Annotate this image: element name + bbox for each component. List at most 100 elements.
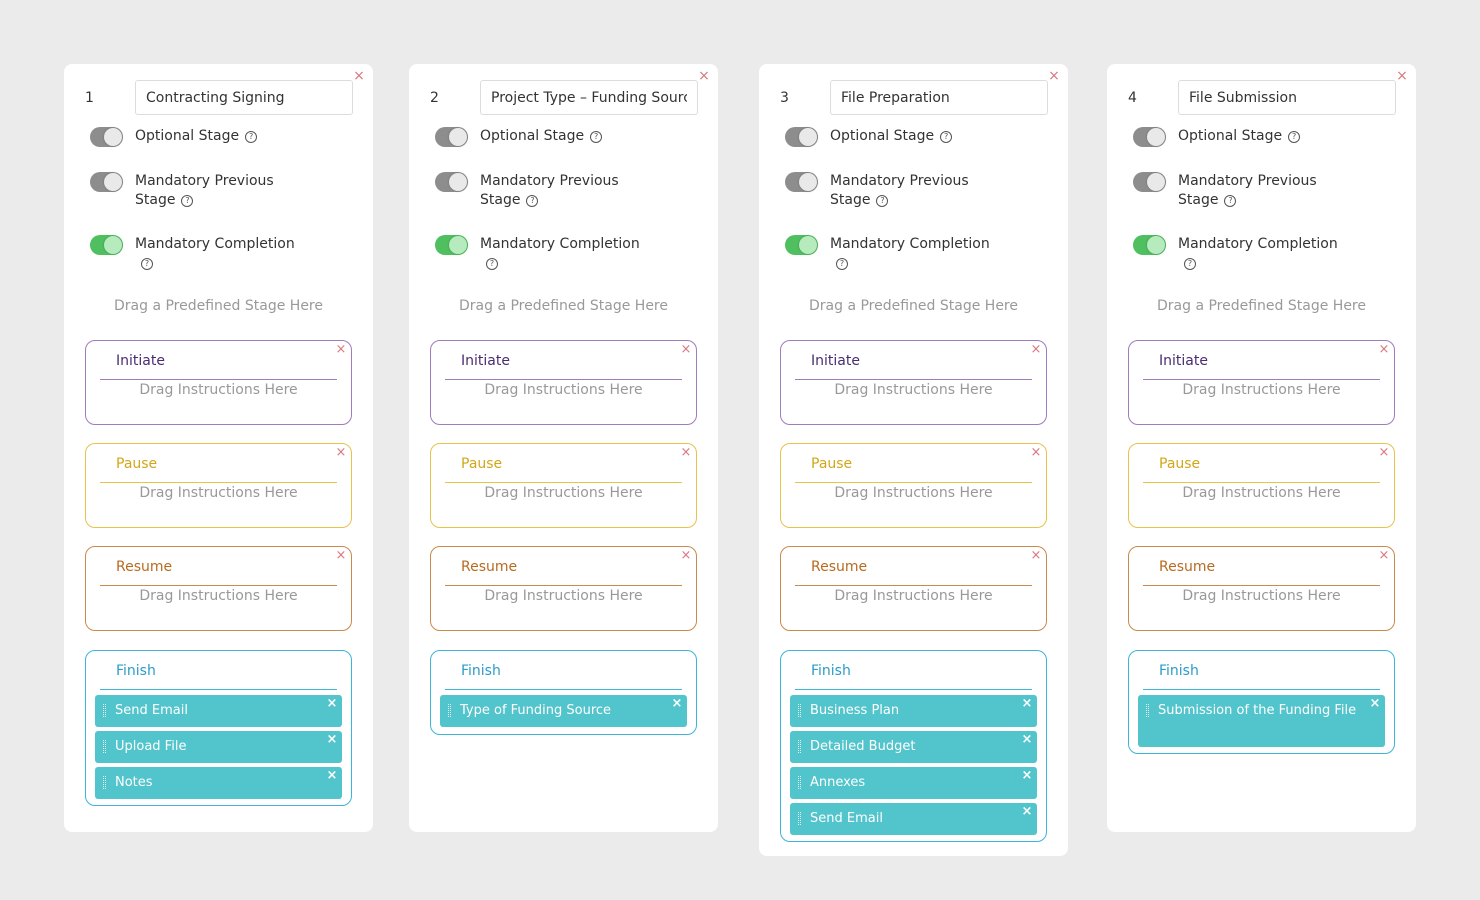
help-circle-icon[interactable]: ? (141, 258, 153, 270)
pause-slot[interactable]: Pause Drag Instructions Here × (85, 443, 352, 528)
mandatory-previous-stage-toggle[interactable] (90, 172, 123, 192)
close-icon[interactable]: × (1030, 445, 1042, 460)
mandatory-completion-row: Mandatory Completion? (785, 235, 995, 273)
close-icon[interactable]: × (1396, 68, 1408, 84)
toggle-label-text: Mandatory Completion (830, 236, 990, 252)
stage-name-input[interactable] (1178, 80, 1396, 115)
mandatory-previous-stage-toggle[interactable] (1133, 172, 1166, 192)
close-icon[interactable]: × (1369, 696, 1381, 711)
mandatory-previous-stage-toggle[interactable] (435, 172, 468, 192)
pause-slot[interactable]: Pause Drag Instructions Here × (780, 443, 1047, 528)
pause-slot[interactable]: Pause Drag Instructions Here × (430, 443, 697, 528)
predefined-stage-drop-zone[interactable]: Drag a Predefined Stage Here (459, 298, 668, 314)
mandatory-completion-toggle[interactable] (90, 235, 123, 255)
optional-stage-toggle[interactable] (435, 127, 468, 147)
close-icon[interactable]: × (326, 768, 338, 783)
help-circle-icon[interactable]: ? (1288, 131, 1301, 143)
close-icon[interactable]: × (1378, 445, 1390, 460)
predefined-stage-drop-zone[interactable]: Drag a Predefined Stage Here (114, 298, 323, 314)
help-circle-icon[interactable]: ? (181, 195, 194, 207)
toggle-label-text: Mandatory Previous Stage (480, 173, 619, 208)
close-icon[interactable]: × (1021, 696, 1033, 711)
instruction-chip[interactable]: Send Email × (95, 695, 342, 727)
mandatory-completion-toggle[interactable] (435, 235, 468, 255)
optional-stage-toggle[interactable] (785, 127, 818, 147)
predefined-stage-drop-zone[interactable]: Drag a Predefined Stage Here (1157, 298, 1366, 314)
stage-name-input[interactable] (135, 80, 353, 115)
close-icon[interactable]: × (1378, 548, 1390, 563)
close-icon[interactable]: × (680, 445, 692, 460)
initiate-slot[interactable]: Initiate Drag Instructions Here × (780, 340, 1047, 425)
initiate-title: Initiate (116, 353, 165, 369)
instruction-chip[interactable]: Type of Funding Source × (440, 695, 687, 727)
initiate-slot[interactable]: Initiate Drag Instructions Here × (1128, 340, 1395, 425)
close-icon[interactable]: × (335, 548, 347, 563)
help-circle-icon[interactable]: ? (245, 131, 258, 143)
drag-handle-icon[interactable] (103, 776, 106, 789)
close-icon[interactable]: × (1378, 342, 1390, 357)
close-icon[interactable]: × (1048, 68, 1060, 84)
help-circle-icon[interactable]: ? (1184, 258, 1196, 270)
close-icon[interactable]: × (680, 342, 692, 357)
close-icon[interactable]: × (1021, 768, 1033, 783)
close-icon[interactable]: × (671, 696, 683, 711)
instruction-chip[interactable]: Annexes × (790, 767, 1037, 799)
close-icon[interactable]: × (698, 68, 710, 84)
drag-handle-icon[interactable] (103, 704, 106, 717)
help-circle-icon[interactable]: ? (940, 131, 953, 143)
help-circle-icon[interactable]: ? (526, 195, 539, 207)
help-circle-icon[interactable]: ? (1224, 195, 1237, 207)
instruction-chip[interactable]: Business Plan × (790, 695, 1037, 727)
finish-slot[interactable]: Finish Type of Funding Source × (430, 650, 697, 735)
close-icon[interactable]: × (335, 445, 347, 460)
toggle-label-text: Mandatory Previous Stage (1178, 173, 1317, 208)
close-icon[interactable]: × (326, 696, 338, 711)
instruction-chip[interactable]: Send Email × (790, 803, 1037, 835)
instruction-chip[interactable]: Submission of the Funding File × (1138, 695, 1385, 747)
stage-name-input[interactable] (830, 80, 1048, 115)
close-icon[interactable]: × (1030, 342, 1042, 357)
mandatory-completion-toggle[interactable] (1133, 235, 1166, 255)
pause-title: Pause (811, 456, 853, 472)
mandatory-previous-stage-toggle[interactable] (785, 172, 818, 192)
slot-divider (795, 379, 1032, 380)
close-icon[interactable]: × (1021, 804, 1033, 819)
drag-handle-icon[interactable] (448, 704, 451, 717)
help-circle-icon[interactable]: ? (836, 258, 848, 270)
optional-stage-toggle[interactable] (90, 127, 123, 147)
resume-slot[interactable]: Resume Drag Instructions Here × (85, 546, 352, 631)
drag-handle-icon[interactable] (798, 704, 801, 717)
drag-handle-icon[interactable] (798, 776, 801, 789)
drag-handle-icon[interactable] (1146, 704, 1149, 717)
finish-slot[interactable]: Finish Send Email × Upload File × Notes × (85, 650, 352, 806)
resume-slot[interactable]: Resume Drag Instructions Here × (780, 546, 1047, 631)
mandatory-completion-toggle[interactable] (785, 235, 818, 255)
instruction-chip[interactable]: Upload File × (95, 731, 342, 763)
close-icon[interactable]: × (1030, 548, 1042, 563)
close-icon[interactable]: × (353, 68, 365, 84)
resume-slot[interactable]: Resume Drag Instructions Here × (1128, 546, 1395, 631)
initiate-slot[interactable]: Initiate Drag Instructions Here × (430, 340, 697, 425)
slot-divider (795, 585, 1032, 586)
close-icon[interactable]: × (335, 342, 347, 357)
drag-handle-icon[interactable] (798, 740, 801, 753)
initiate-slot[interactable]: Initiate Drag Instructions Here × (85, 340, 352, 425)
drag-handle-icon[interactable] (103, 740, 106, 753)
help-circle-icon[interactable]: ? (486, 258, 498, 270)
drag-handle-icon[interactable] (798, 812, 801, 825)
finish-slot[interactable]: Finish Submission of the Funding File × (1128, 650, 1395, 754)
instruction-chip[interactable]: Detailed Budget × (790, 731, 1037, 763)
close-icon[interactable]: × (1021, 732, 1033, 747)
close-icon[interactable]: × (326, 732, 338, 747)
instruction-chip[interactable]: Notes × (95, 767, 342, 799)
stage-name-input[interactable] (480, 80, 698, 115)
finish-slot[interactable]: Finish Business Plan × Detailed Budget × Anne… (780, 650, 1047, 842)
close-icon[interactable]: × (680, 548, 692, 563)
optional-stage-toggle[interactable] (1133, 127, 1166, 147)
help-circle-icon[interactable]: ? (876, 195, 889, 207)
predefined-stage-drop-zone[interactable]: Drag a Predefined Stage Here (809, 298, 1018, 314)
toggle-knob (799, 173, 817, 191)
resume-slot[interactable]: Resume Drag Instructions Here × (430, 546, 697, 631)
help-circle-icon[interactable]: ? (590, 131, 603, 143)
pause-slot[interactable]: Pause Drag Instructions Here × (1128, 443, 1395, 528)
